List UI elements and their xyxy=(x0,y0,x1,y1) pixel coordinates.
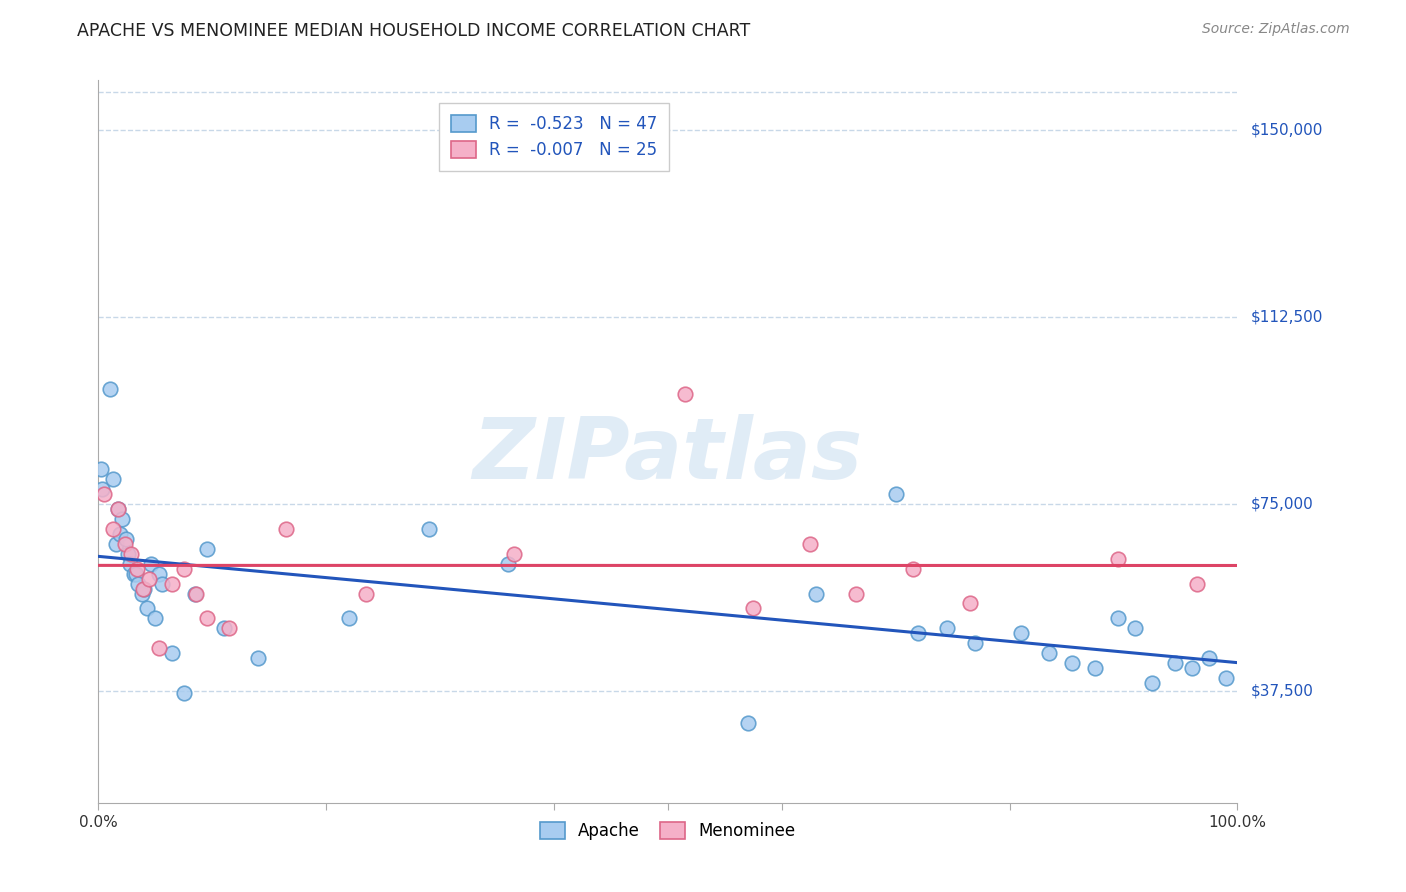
Point xyxy=(1163,657,1185,671)
Point xyxy=(195,611,218,625)
Point xyxy=(107,501,129,516)
Point xyxy=(1123,621,1146,635)
Point xyxy=(1215,671,1237,685)
Point xyxy=(1107,611,1129,625)
Point xyxy=(131,586,153,600)
Point xyxy=(965,636,987,650)
Text: $112,500: $112,500 xyxy=(1251,310,1323,325)
Point xyxy=(418,522,440,536)
Point xyxy=(90,482,112,496)
Point xyxy=(184,586,207,600)
Point xyxy=(127,576,149,591)
Point xyxy=(1187,576,1209,591)
Point xyxy=(127,561,149,575)
Point xyxy=(114,532,136,546)
Point xyxy=(959,597,981,611)
Point xyxy=(103,472,125,486)
Point xyxy=(1181,661,1204,675)
Point xyxy=(498,557,520,571)
Point xyxy=(186,586,208,600)
Point xyxy=(246,651,269,665)
Point xyxy=(173,561,195,575)
Point xyxy=(1198,651,1220,665)
Point xyxy=(1038,646,1060,660)
Point xyxy=(114,537,136,551)
Point xyxy=(148,566,170,581)
Point xyxy=(103,522,125,536)
Point xyxy=(108,526,131,541)
Point xyxy=(195,541,218,556)
Point xyxy=(276,522,298,536)
Point xyxy=(907,626,929,640)
Point xyxy=(218,621,240,635)
Point xyxy=(845,586,868,600)
Text: $75,000: $75,000 xyxy=(1251,496,1313,511)
Point xyxy=(1084,661,1107,675)
Point xyxy=(139,557,162,571)
Point xyxy=(117,547,139,561)
Point xyxy=(93,487,115,501)
Point xyxy=(1140,676,1163,690)
Point xyxy=(132,582,155,596)
Point xyxy=(737,716,759,731)
Point xyxy=(122,566,145,581)
Point xyxy=(138,572,160,586)
Point xyxy=(150,576,173,591)
Text: $150,000: $150,000 xyxy=(1251,122,1323,137)
Text: $37,500: $37,500 xyxy=(1251,683,1313,698)
Point xyxy=(90,462,112,476)
Point xyxy=(120,547,142,561)
Text: Source: ZipAtlas.com: Source: ZipAtlas.com xyxy=(1202,22,1350,37)
Point xyxy=(337,611,360,625)
Point xyxy=(884,487,907,501)
Point xyxy=(173,686,195,700)
Legend: Apache, Menominee: Apache, Menominee xyxy=(531,814,804,848)
Text: ZIPatlas: ZIPatlas xyxy=(472,415,863,498)
Point xyxy=(136,601,159,615)
Point xyxy=(111,512,134,526)
Point xyxy=(503,547,526,561)
Point xyxy=(901,561,924,575)
Point xyxy=(1062,657,1084,671)
Point xyxy=(148,641,170,656)
Point xyxy=(104,537,127,551)
Point xyxy=(1010,626,1032,640)
Point xyxy=(742,601,765,615)
Point xyxy=(212,621,235,635)
Point xyxy=(120,557,142,571)
Point xyxy=(935,621,957,635)
Point xyxy=(1107,551,1129,566)
Point xyxy=(98,382,121,396)
Point xyxy=(162,576,184,591)
Point xyxy=(132,582,155,596)
Point xyxy=(125,566,148,581)
Point xyxy=(804,586,827,600)
Point xyxy=(799,537,821,551)
Point xyxy=(145,611,167,625)
Text: APACHE VS MENOMINEE MEDIAN HOUSEHOLD INCOME CORRELATION CHART: APACHE VS MENOMINEE MEDIAN HOUSEHOLD INC… xyxy=(77,22,751,40)
Point xyxy=(673,387,696,401)
Point xyxy=(162,646,184,660)
Point xyxy=(107,501,129,516)
Point xyxy=(354,586,377,600)
